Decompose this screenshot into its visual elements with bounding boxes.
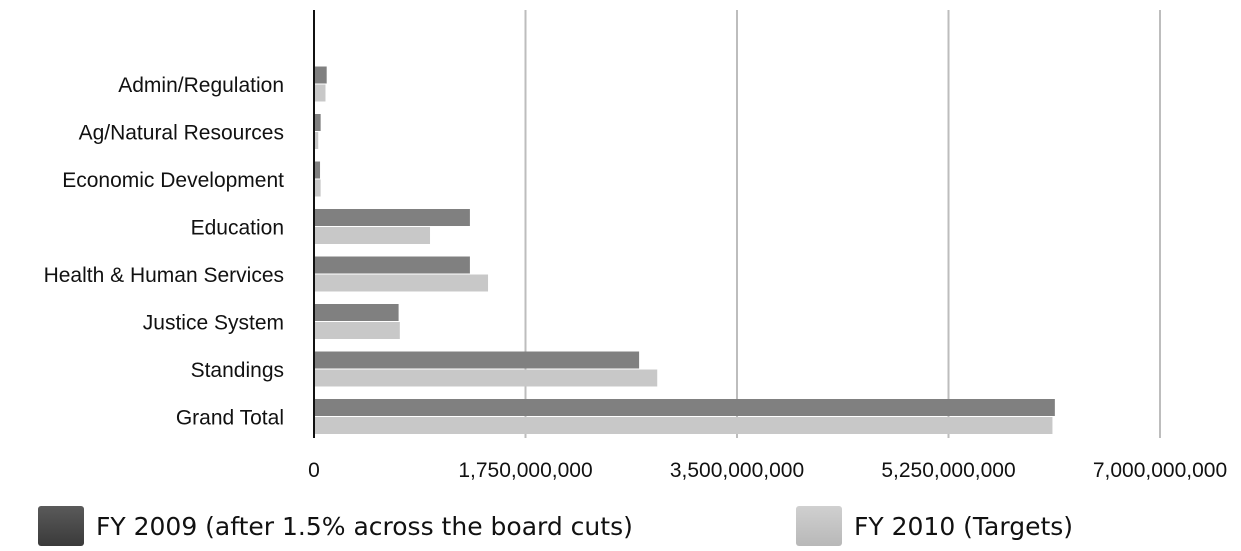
x-tick-label: 5,250,000,000 xyxy=(881,459,1015,482)
bar-fy2010 xyxy=(314,322,400,339)
bar-fy2010 xyxy=(314,227,431,244)
legend-swatch-fy2010 xyxy=(796,506,842,546)
category-labels: Admin/Regulation Ag/Natural Resources Econ… xyxy=(44,74,285,430)
bar-fy2009 xyxy=(314,256,470,274)
category-label: Standings xyxy=(191,359,284,382)
category-label: Ag/Natural Resources xyxy=(79,122,284,145)
bar-chart: Admin/Regulation Ag/Natural Resources Econ… xyxy=(44,10,1227,482)
bar-fy2010 xyxy=(314,84,326,102)
x-tick-labels: 0 1,750,000,000 3,500,000,000 5,250,000,000… xyxy=(308,459,1227,482)
legend-swatch-fy2009 xyxy=(38,506,84,546)
legend-item-fy2010: FY 2010 (Targets) xyxy=(796,506,1073,546)
bar-fy2009 xyxy=(314,66,327,84)
bars xyxy=(314,66,1055,434)
category-label: Grand Total xyxy=(176,407,284,430)
x-tick-label: 0 xyxy=(308,459,320,482)
bar-fy2009 xyxy=(314,351,640,369)
x-tick-label: 3,500,000,000 xyxy=(670,459,804,482)
legend-label-fy2009: FY 2009 (after 1.5% across the board cut… xyxy=(96,511,633,541)
bar-fy2009 xyxy=(314,304,399,321)
x-tick-label: 1,750,000,000 xyxy=(458,459,592,482)
legend-item-fy2009: FY 2009 (after 1.5% across the board cut… xyxy=(38,506,633,546)
bar-fy2009 xyxy=(314,161,321,179)
category-label: Education xyxy=(191,217,284,240)
category-label: Justice System xyxy=(143,312,284,335)
x-tick-label: 7,000,000,000 xyxy=(1093,459,1227,482)
legend-label-fy2010: FY 2010 (Targets) xyxy=(854,511,1074,541)
category-label: Admin/Regulation xyxy=(118,74,284,97)
bar-fy2009 xyxy=(314,399,1055,416)
bar-fy2009 xyxy=(314,114,321,131)
bar-fy2010 xyxy=(314,132,319,149)
category-label: Economic Development xyxy=(62,169,284,192)
bar-fy2010 xyxy=(314,179,321,197)
bar-fy2010 xyxy=(314,369,658,387)
bar-fy2010 xyxy=(314,417,1053,434)
bar-fy2009 xyxy=(314,209,470,226)
category-label: Health & Human Services xyxy=(44,264,284,287)
bar-fy2010 xyxy=(314,274,489,292)
